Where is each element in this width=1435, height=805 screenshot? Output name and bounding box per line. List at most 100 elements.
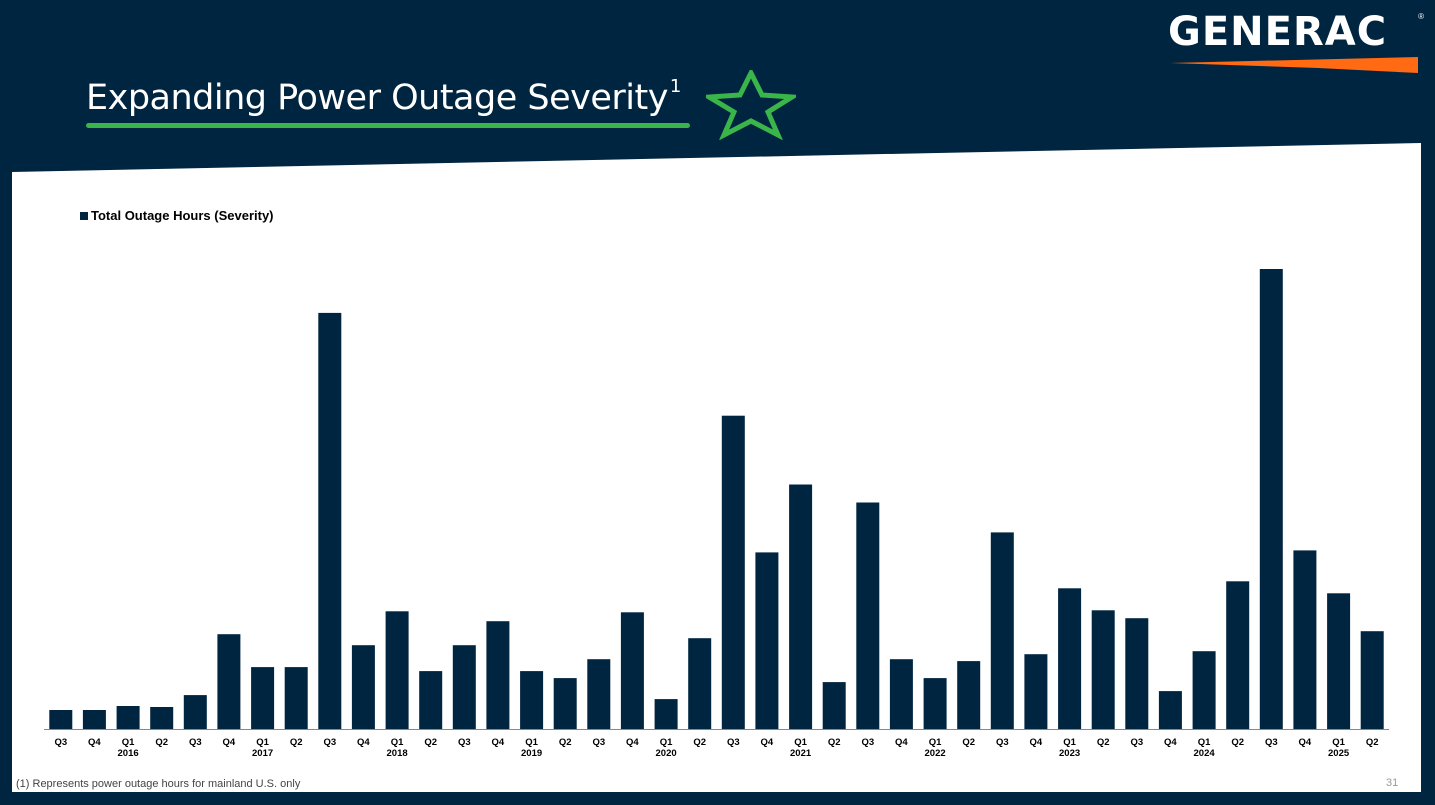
bar-38 — [1327, 593, 1351, 729]
x-tick-label-37: Q4 — [1299, 737, 1312, 748]
star-outline-icon — [706, 70, 796, 140]
x-tick-label-19: Q2 — [693, 737, 706, 748]
x-tick-label-33: Q4 — [1164, 737, 1177, 748]
bar-2 — [116, 706, 140, 729]
x-year-label-2024: 2024 — [1194, 748, 1216, 759]
x-tick-label-31: Q2 — [1097, 737, 1110, 748]
x-tick-label-32: Q3 — [1130, 737, 1143, 748]
x-tick-label-18: Q1 — [660, 737, 673, 748]
chart-legend: Total Outage Hours (Severity) — [80, 208, 274, 223]
bar-33 — [1158, 691, 1182, 729]
x-tick-label-38: Q1 — [1332, 737, 1345, 748]
x-tick-label-35: Q2 — [1231, 737, 1244, 748]
bar-15 — [553, 678, 577, 729]
bar-4 — [183, 695, 207, 729]
x-tick-label-12: Q3 — [458, 737, 471, 748]
x-tick-label-17: Q4 — [626, 737, 639, 748]
bar-27 — [957, 661, 981, 729]
legend-swatch — [80, 211, 88, 220]
bar-39 — [1360, 631, 1384, 729]
bar-18 — [654, 699, 678, 729]
x-tick-label-34: Q1 — [1198, 737, 1211, 748]
bar-31 — [1091, 610, 1115, 729]
bar-7 — [284, 667, 308, 729]
bar-25 — [889, 659, 913, 729]
bar-28 — [990, 532, 1014, 729]
x-year-label-2023: 2023 — [1059, 748, 1080, 759]
title-footnote-marker: 1 — [669, 76, 681, 98]
page-number: 31 — [1386, 777, 1399, 789]
x-year-label-2025: 2025 — [1328, 748, 1350, 759]
logo-wordmark: GENERAC — [1168, 9, 1388, 55]
bar-11 — [419, 671, 443, 729]
x-tick-label-25: Q4 — [895, 737, 908, 748]
x-tick-label-13: Q4 — [492, 737, 505, 748]
bar-17 — [620, 612, 644, 729]
bar-0 — [49, 710, 73, 729]
x-tick-label-36: Q3 — [1265, 737, 1278, 748]
page-title: Expanding Power Outage Severity 1 — [86, 76, 681, 118]
bar-9 — [351, 645, 375, 729]
bar-19 — [688, 638, 712, 729]
bar-22 — [789, 484, 813, 729]
logo-swoosh — [1170, 57, 1418, 73]
x-tick-label-21: Q4 — [761, 737, 774, 748]
x-year-label-2017: 2017 — [252, 748, 273, 759]
bar-10 — [385, 611, 409, 729]
x-year-label-2019: 2019 — [521, 748, 542, 759]
x-tick-label-20: Q3 — [727, 737, 740, 748]
generac-logo: GENERAC ® — [1168, 10, 1426, 76]
x-tick-label-30: Q1 — [1063, 737, 1076, 748]
bar-23 — [822, 682, 846, 729]
x-tick-label-26: Q1 — [929, 737, 942, 748]
footnote: (1) Represents power outage hours for ma… — [16, 778, 301, 790]
x-tick-label-15: Q2 — [559, 737, 572, 748]
bar-3 — [150, 707, 174, 729]
logo-registered-mark: ® — [1418, 12, 1424, 21]
bar-26 — [923, 678, 947, 729]
x-tick-label-1: Q4 — [88, 737, 101, 748]
title-underline — [86, 123, 690, 128]
x-tick-label-5: Q4 — [223, 737, 236, 748]
x-tick-label-16: Q3 — [592, 737, 605, 748]
bar-35 — [1226, 581, 1250, 729]
x-tick-label-27: Q2 — [962, 737, 975, 748]
bar-5 — [217, 634, 241, 729]
bar-30 — [1058, 588, 1082, 729]
x-tick-label-4: Q3 — [189, 737, 202, 748]
x-tick-label-11: Q2 — [424, 737, 437, 748]
x-year-label-2021: 2021 — [790, 748, 812, 759]
bar-37 — [1293, 550, 1317, 729]
x-tick-label-28: Q3 — [996, 737, 1009, 748]
x-year-label-2022: 2022 — [925, 748, 946, 759]
title-block: Expanding Power Outage Severity 1 — [86, 76, 681, 118]
x-year-label-2020: 2020 — [656, 748, 677, 759]
x-tick-label-6: Q1 — [256, 737, 269, 748]
x-tick-label-29: Q4 — [1030, 737, 1043, 748]
x-tick-label-8: Q3 — [323, 737, 336, 748]
x-tick-label-2: Q1 — [122, 737, 135, 748]
x-tick-label-39: Q2 — [1366, 737, 1379, 748]
bar-20 — [721, 415, 745, 729]
x-tick-label-9: Q4 — [357, 737, 370, 748]
bar-16 — [587, 659, 611, 729]
bar-29 — [1024, 654, 1048, 729]
x-tick-label-24: Q3 — [861, 737, 874, 748]
bar-14 — [520, 671, 544, 729]
x-tick-label-22: Q1 — [794, 737, 807, 748]
bar-1 — [82, 710, 106, 729]
bar-6 — [251, 667, 275, 729]
bar-24 — [856, 502, 880, 729]
bar-8 — [318, 312, 342, 729]
x-year-label-2018: 2018 — [387, 748, 408, 759]
bar-13 — [486, 621, 510, 729]
x-tick-label-14: Q1 — [525, 737, 538, 748]
x-tick-label-0: Q3 — [54, 737, 67, 748]
bar-34 — [1192, 651, 1216, 729]
x-tick-label-10: Q1 — [391, 737, 404, 748]
x-tick-label-23: Q2 — [828, 737, 841, 748]
x-tick-label-7: Q2 — [290, 737, 303, 748]
bar-21 — [755, 552, 779, 729]
bar-32 — [1125, 618, 1149, 729]
